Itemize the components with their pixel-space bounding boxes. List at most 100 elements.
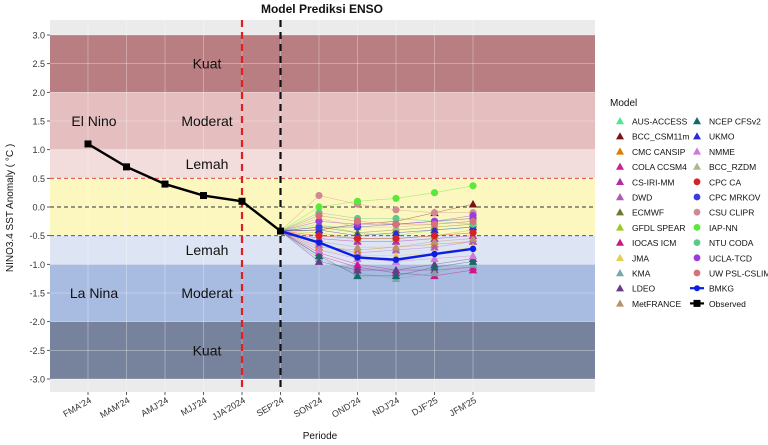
observed-point-1 <box>123 163 130 171</box>
legend-key-16 <box>693 162 701 170</box>
x-tick-label-6: SON'24 <box>292 395 324 419</box>
model-line-13 <box>280 230 474 277</box>
legend-label-24: BMKG <box>709 284 734 294</box>
model-point-20-0 <box>315 203 323 211</box>
model-line-20 <box>280 185 474 232</box>
x-tick-label-4: JJA'2024 <box>210 395 247 422</box>
y-tick-label-0: 3.0 <box>32 31 45 41</box>
model-line-17 <box>280 230 474 239</box>
model-point-12-1 <box>353 242 362 251</box>
legend-label-14: UKMO <box>709 132 735 142</box>
model-point-17-4 <box>469 229 477 237</box>
model-point-8-4 <box>468 265 478 274</box>
observed-line <box>87 142 282 233</box>
model-point-19-3 <box>430 209 439 217</box>
model-point-14-2 <box>391 228 401 237</box>
legend-label-17: CPC CA <box>709 177 741 187</box>
bmkg-point-2 <box>354 254 361 261</box>
band-label-1: Moderat <box>181 113 232 129</box>
x-tick-label-10: JFM'25 <box>448 395 478 418</box>
model-point-20-1 <box>353 197 362 205</box>
model-point-22-0 <box>315 217 323 225</box>
x-tick-label-1: MAM'24 <box>98 395 131 420</box>
model-point-12-3 <box>430 237 439 245</box>
y-tick-label-2: 2.0 <box>32 88 45 98</box>
bmkg-line <box>280 229 474 261</box>
model-point-11-2 <box>391 265 401 274</box>
model-point-12-4 <box>468 234 478 242</box>
legend-label-2: CMC CANSIP <box>632 147 686 157</box>
model-line-22 <box>280 215 474 232</box>
y-tick-label-11: -2.5 <box>29 346 45 356</box>
x-tick-label-2: AMJ'24 <box>139 395 170 419</box>
model-point-13-3 <box>430 263 439 271</box>
bmkg-point-1 <box>315 239 323 246</box>
model-point-11-0 <box>314 257 324 265</box>
observed-point-3 <box>200 192 207 200</box>
legend-key-25 <box>693 299 701 307</box>
legend-label-4: CS-IRI-MM <box>632 177 675 187</box>
legend-key-19 <box>693 208 701 216</box>
model-point-13-2 <box>391 271 401 280</box>
model-line-3 <box>280 230 474 271</box>
model-point-15-0 <box>314 245 324 254</box>
legend-label-16: BCC_RZDM <box>709 162 756 172</box>
model-point-14-3 <box>430 225 439 234</box>
model-point-1-4 <box>468 199 478 208</box>
legend-key-1 <box>616 132 624 140</box>
x-tick-label-9: DJF'25 <box>410 395 439 418</box>
model-point-21-2 <box>392 214 400 223</box>
band-2 <box>50 149 595 179</box>
model-point-13-4 <box>468 257 478 265</box>
chart-title: Model Prediksi ENSO <box>261 2 383 16</box>
legend-key-11 <box>616 284 624 292</box>
y-tick-label-3: 1.5 <box>32 117 45 127</box>
legend-label-25: Observed <box>709 299 746 309</box>
phase-label-1: La Nina <box>70 285 118 301</box>
model-line-14 <box>280 226 474 236</box>
legend-label-23: UW PSL-CSLIM <box>709 269 768 279</box>
x-tick-label-3: MJJ'24 <box>179 395 208 418</box>
legend-key-14 <box>693 132 701 140</box>
band-label-4: Lemah <box>186 242 229 258</box>
y-tick-label-5: 0.5 <box>32 174 45 184</box>
model-point-5-3 <box>430 242 439 251</box>
model-point-23-4 <box>469 217 477 225</box>
legend-key-20 <box>693 224 701 231</box>
legend-key-0 <box>616 117 624 125</box>
legend-title: Model <box>610 98 637 109</box>
y-tick-label-6: 0.0 <box>32 203 45 213</box>
band-label-6: Kuat <box>193 342 222 358</box>
model-point-23-2 <box>392 220 400 228</box>
plot-area: Kuat Moderat Lemah Lemah Moderat Kuat El Nino L… <box>50 20 595 392</box>
model-line-15 <box>280 230 474 262</box>
legend-key-4 <box>616 177 624 185</box>
legend-key-10 <box>616 269 624 277</box>
legend: Model AUS-ACCESS BCC_CSM11m CMC CANSIP COLA … <box>610 98 768 309</box>
y-tick-label-10: -2.0 <box>29 317 45 327</box>
legend-key-24 <box>694 285 700 292</box>
legend-key-5 <box>616 193 624 201</box>
legend-key-12 <box>616 299 624 307</box>
observed-point-5 <box>277 227 284 235</box>
model-line-2 <box>280 230 474 251</box>
model-line-4 <box>280 230 474 242</box>
band-label-2: Lemah <box>186 156 229 172</box>
legend-label-13: NCEP CFSv2 <box>709 117 761 127</box>
legend-key-9 <box>616 253 624 261</box>
model-point-17-1 <box>353 234 362 243</box>
x-tick-label-5: SEP'24 <box>255 395 286 419</box>
legend-key-7 <box>616 223 624 231</box>
legend-key-17 <box>693 178 701 186</box>
legend-label-11: LDEO <box>632 284 656 294</box>
model-point-10-3 <box>430 268 439 277</box>
legend-key-23 <box>693 269 701 277</box>
model-line-19 <box>280 195 473 232</box>
model-point-17-0 <box>315 232 323 240</box>
bmkg-point-4 <box>431 250 438 258</box>
x-tick-label-0: FMA'24 <box>61 395 93 419</box>
observed-point-0 <box>84 140 92 148</box>
legend-label-21: NTU CODA <box>709 238 754 248</box>
legend-label-9: JMA <box>632 253 649 263</box>
model-point-20-3 <box>430 189 439 197</box>
